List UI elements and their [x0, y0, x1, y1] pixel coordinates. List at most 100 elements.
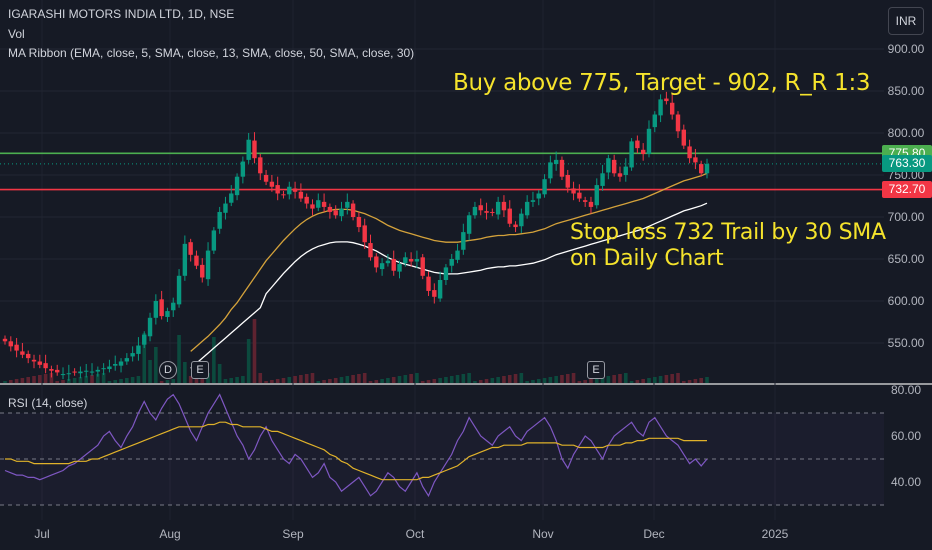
candle [623, 158, 628, 182]
volume-bar [20, 378, 25, 383]
ma-50-line [190, 172, 708, 352]
volume-bar [287, 377, 292, 383]
candle-body [571, 188, 576, 194]
candle-body [443, 267, 449, 280]
candle [269, 175, 275, 192]
candle [362, 218, 367, 249]
candle [675, 111, 681, 139]
candle-body [403, 257, 408, 264]
volume-bar [490, 378, 495, 383]
candle-body [113, 364, 118, 366]
candle [200, 258, 205, 283]
volume-bar [159, 381, 164, 383]
y-tick-label: 650.00 [888, 252, 925, 266]
candle-body [14, 344, 19, 351]
candle [582, 196, 588, 207]
volume-bar [670, 374, 674, 383]
volume-bar [61, 380, 65, 383]
candle [646, 120, 652, 158]
candle-body [675, 114, 681, 132]
candle [142, 331, 147, 349]
stop-annotation-line1: Stop loss 732 Trail by 30 SMA [570, 220, 886, 245]
volume-bar [78, 377, 83, 383]
volume-bar [542, 378, 547, 383]
candle [263, 169, 269, 186]
x-tick-label: Aug [159, 527, 180, 541]
candle-body [147, 317, 153, 337]
candle [20, 343, 25, 359]
candle-body [188, 242, 193, 255]
volume-bar [264, 381, 268, 383]
volume-bar [507, 375, 512, 383]
earnings-marker[interactable]: E [191, 361, 209, 379]
candle-body [524, 201, 530, 216]
candle-body [414, 259, 420, 262]
candle-body [124, 358, 130, 362]
candle-body [310, 204, 315, 209]
volume-bar [565, 374, 570, 383]
candle [176, 269, 182, 308]
volume-bar [536, 379, 541, 383]
candle [234, 173, 240, 201]
candle-body [664, 98, 669, 102]
volume-bar [357, 374, 361, 383]
earnings-marker[interactable]: E [587, 361, 605, 379]
volume-bar [618, 374, 622, 383]
rsi-tick-label: 60.00 [891, 429, 921, 443]
volume-bar [252, 319, 257, 383]
candle-body [466, 215, 472, 234]
candle [72, 368, 77, 376]
candle-body [432, 290, 437, 297]
volume-bar [647, 378, 651, 383]
candle-body [321, 201, 327, 207]
candle [321, 193, 327, 212]
candle-body [223, 203, 228, 213]
volume-bar [664, 375, 669, 383]
candle-body [136, 345, 141, 354]
candle-body [449, 259, 454, 266]
candle [8, 336, 14, 352]
rsi-tick-label: 40.00 [891, 475, 921, 489]
volume-bar [188, 376, 193, 383]
volume-bar [455, 375, 460, 383]
candle [530, 191, 536, 207]
candle-body [275, 185, 280, 194]
candle-body [507, 208, 512, 224]
volume-bar [235, 377, 239, 383]
candle-body [542, 179, 547, 195]
candle [223, 196, 228, 220]
dividend-marker[interactable]: D [159, 361, 177, 379]
volume-bar [403, 375, 408, 383]
volume-bar [351, 375, 355, 383]
volume-legend: Vol [8, 27, 25, 41]
candle [252, 132, 257, 164]
candle [664, 91, 669, 105]
candle [374, 253, 379, 273]
volume-bar [107, 381, 112, 383]
x-tick-label: Oct [406, 527, 425, 541]
currency-button[interactable]: INR [888, 7, 924, 35]
candle [350, 200, 356, 221]
candle [414, 250, 420, 269]
candle-body [107, 366, 112, 370]
candle [55, 364, 60, 376]
volume-bar [473, 381, 477, 383]
candle-body [153, 301, 159, 318]
volume-bar [130, 377, 135, 383]
candle [66, 364, 72, 381]
volume-bar [519, 373, 524, 383]
candle [507, 200, 512, 228]
candle-body [490, 211, 495, 213]
candle-body [327, 206, 333, 212]
candle [629, 138, 634, 171]
volume-bar [339, 377, 344, 383]
candle-body [298, 191, 304, 199]
candle [617, 166, 623, 182]
candle-body [565, 175, 570, 188]
candle-body [43, 363, 48, 369]
volume-bar [177, 335, 181, 383]
volume-bar [374, 380, 379, 383]
candle-body [588, 201, 594, 207]
candle [577, 184, 582, 202]
candle-body [20, 351, 25, 355]
